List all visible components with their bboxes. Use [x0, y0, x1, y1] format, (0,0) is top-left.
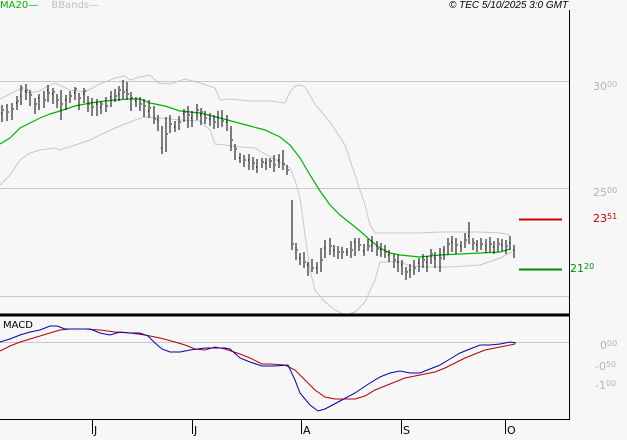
price-label-2500: 2500 — [593, 186, 618, 199]
price-gridlines — [0, 81, 570, 297]
legend-ma20: MA20— — [0, 0, 42, 11]
price-bars — [1, 80, 515, 280]
legend-bbands: BBands— — [51, 0, 100, 11]
month-label-august: A — [303, 424, 311, 437]
month-label-october: O — [507, 424, 516, 437]
chart-legend: MA20— BBands— — [0, 0, 109, 12]
macd-label-0: 000 — [600, 339, 618, 352]
month-label-july: J — [194, 424, 198, 437]
macd-title: MACD — [3, 320, 33, 331]
support-label: 2120 — [570, 262, 595, 275]
month-label-september: S — [403, 424, 410, 437]
month-label-june: J — [94, 424, 98, 437]
macd-label-minus-100: -100 — [595, 379, 617, 392]
price-label-3000: 3000 — [593, 80, 618, 93]
macd-label-minus-050: -050 — [595, 360, 617, 373]
copyright-timestamp: © TEC 5/10/2025 3:0 GMT — [449, 0, 569, 11]
x-axis-ticks — [92, 420, 506, 434]
bbands-lines — [0, 74, 513, 316]
ma20-line — [0, 98, 511, 258]
resistance-label: 2351 — [593, 212, 618, 225]
macd-line — [0, 325, 517, 412]
